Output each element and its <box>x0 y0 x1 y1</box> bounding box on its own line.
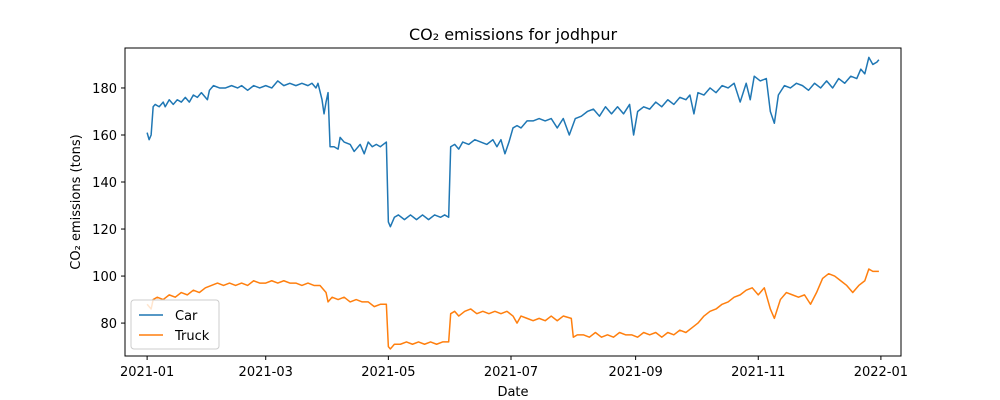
legend-label-truck: Truck <box>174 329 210 344</box>
y-tick-label: 180 <box>92 82 117 97</box>
x-tick-label: 2021-03 <box>239 365 293 380</box>
x-tick-label: 2021-09 <box>608 365 662 380</box>
x-axis-label: Date <box>497 385 528 400</box>
y-axis-label: CO₂ emissions (tons) <box>69 134 84 269</box>
y-tick-label: 120 <box>92 223 117 238</box>
y-tick-label: 100 <box>92 270 117 285</box>
x-tick-label: 2021-11 <box>731 365 785 380</box>
chart-title: CO₂ emissions for jodhpur <box>409 25 618 44</box>
y-tick-label: 140 <box>92 176 117 191</box>
x-tick-label: 2021-01 <box>120 365 174 380</box>
x-tick-label: 2021-07 <box>484 365 538 380</box>
x-tick-label: 2022-01 <box>854 365 908 380</box>
y-tick-label: 160 <box>92 129 117 144</box>
series-line-car <box>146 56 880 228</box>
x-tick-label: 2021-05 <box>361 365 415 380</box>
series-line-truck <box>146 268 879 350</box>
plot-area <box>146 56 880 350</box>
y-tick-label: 80 <box>100 317 117 332</box>
plot-frame <box>124 47 902 357</box>
legend: Car Truck <box>130 299 220 350</box>
x-axis: 2021-01 2021-03 2021-05 2021-07 2021-09 2021-… <box>120 356 908 380</box>
y-axis: 80 100 120 140 160 180 <box>92 82 125 332</box>
legend-label-car: Car <box>175 309 198 324</box>
legend-box <box>130 299 220 350</box>
